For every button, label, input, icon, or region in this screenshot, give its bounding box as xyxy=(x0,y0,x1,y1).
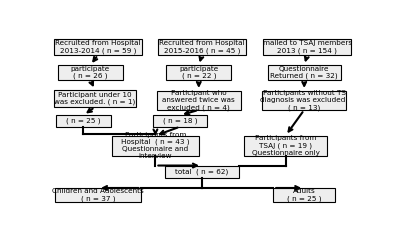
FancyBboxPatch shape xyxy=(55,188,142,202)
FancyBboxPatch shape xyxy=(166,65,231,80)
FancyBboxPatch shape xyxy=(165,165,239,178)
FancyBboxPatch shape xyxy=(153,115,207,127)
FancyBboxPatch shape xyxy=(158,39,246,55)
Text: participate
( n = 26 ): participate ( n = 26 ) xyxy=(71,66,110,79)
Text: total  ( n = 62): total ( n = 62) xyxy=(175,168,228,175)
FancyBboxPatch shape xyxy=(268,65,341,80)
FancyBboxPatch shape xyxy=(112,136,199,156)
FancyBboxPatch shape xyxy=(262,91,346,110)
FancyBboxPatch shape xyxy=(273,188,335,202)
FancyBboxPatch shape xyxy=(54,39,142,55)
Text: ( n = 25 ): ( n = 25 ) xyxy=(66,118,101,124)
FancyBboxPatch shape xyxy=(56,115,111,127)
Text: Recruited from Hospital
2015-2016 ( n = 45 ): Recruited from Hospital 2015-2016 ( n = … xyxy=(159,40,245,54)
Text: mailed to TSAJ members
2013 ( n = 154 ): mailed to TSAJ members 2013 ( n = 154 ) xyxy=(263,40,352,54)
Text: Participant under 10
was excluded. ( n = 1): Participant under 10 was excluded. ( n =… xyxy=(54,92,136,105)
FancyBboxPatch shape xyxy=(244,136,328,156)
Text: Participants from
TSAJ ( n = 19 )
Questionnaire only: Participants from TSAJ ( n = 19 ) Questi… xyxy=(252,135,320,156)
FancyBboxPatch shape xyxy=(54,90,136,107)
FancyBboxPatch shape xyxy=(58,65,123,80)
Text: Adults
( n = 25 ): Adults ( n = 25 ) xyxy=(287,188,322,202)
Text: Questionnaire
Returned ( n = 32): Questionnaire Returned ( n = 32) xyxy=(270,66,338,79)
FancyBboxPatch shape xyxy=(157,91,241,110)
FancyBboxPatch shape xyxy=(263,39,352,55)
Text: Children and Adolescents
( n = 37 ): Children and Adolescents ( n = 37 ) xyxy=(52,188,144,202)
Text: Participant who
answered twice was
excluded ( n = 4): Participant who answered twice was exclu… xyxy=(162,90,235,111)
Text: ( n = 18 ): ( n = 18 ) xyxy=(163,118,198,124)
Text: Recruited from Hospital
2013-2014 ( n = 59 ): Recruited from Hospital 2013-2014 ( n = … xyxy=(55,40,141,54)
Text: Participants without TS
diagnosis was excluded.
( n = 13): Participants without TS diagnosis was ex… xyxy=(260,90,348,111)
Text: Participants from
Hospital  ( n = 43 )
Questionnaire and
interview: Participants from Hospital ( n = 43 ) Qu… xyxy=(121,132,190,159)
Text: participate
( n = 22 ): participate ( n = 22 ) xyxy=(179,66,218,79)
